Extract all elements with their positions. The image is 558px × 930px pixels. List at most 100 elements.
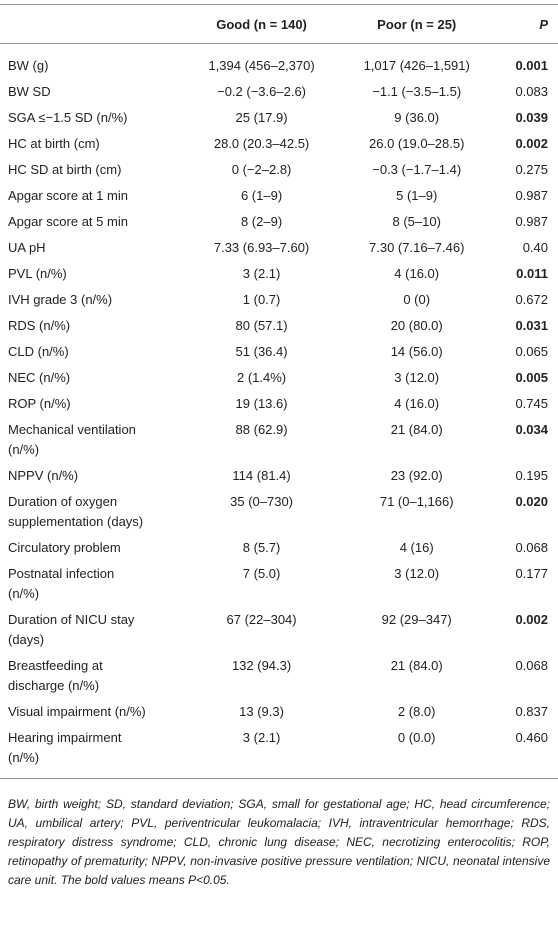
table-row: Postnatal infection (n/%) 7 (5.0) 3 (12.0)…	[0, 561, 558, 607]
p-cell: 0.195	[515, 468, 548, 483]
row-label: Circulatory problem	[8, 540, 121, 555]
good-cell: 28.0 (20.3–42.5)	[213, 136, 310, 151]
good-cell: 88 (62.9)	[235, 422, 288, 437]
p-cell: 0.987	[515, 214, 548, 229]
header-row: Good (n = 140) Poor (n = 25) P	[0, 4, 558, 44]
row-label: IVH grade 3 (n/%)	[8, 292, 113, 307]
poor-cell: 8 (5–10)	[392, 214, 441, 229]
header-cell: P	[494, 4, 558, 44]
row-label: HC SD at birth (cm)	[8, 162, 122, 177]
good-cell: 0 (−2–2.8)	[231, 162, 292, 177]
good-cell: 1 (0.7)	[242, 292, 281, 307]
p-cell: 0.011	[516, 266, 548, 281]
row-label: Apgar score at 1 min	[8, 188, 128, 203]
row-label: Breastfeeding at discharge (n/%)	[8, 658, 103, 693]
row-label: Hearing impairment (n/%)	[0, 725, 184, 779]
good-cell: 3 (2.1)	[242, 266, 281, 281]
header-cell: Poor (n = 25)	[339, 4, 495, 44]
row-label: Apgar score at 5 min	[8, 214, 128, 229]
row-label: Duration of NICU stay (days)	[8, 612, 135, 647]
p-cell: 0.40	[522, 240, 548, 255]
good-cell: 8 (2–9)	[240, 214, 283, 229]
table-row: NPPV (n/%) 114 (81.4) 23 (92.0) 0.195	[0, 463, 558, 489]
good-cell: 7 (5.0)	[242, 566, 281, 581]
row-label: ROP (n/%)	[8, 396, 71, 411]
table-row: Duration of NICU stay (days) 67 (22–304) 9…	[0, 607, 558, 653]
row-label: NEC (n/%)	[8, 370, 71, 385]
table-row: BW SD −0.2 (−3.6–2.6) −1.1 (−3.5–1.5) 0.083	[0, 79, 558, 105]
p-cell: 0.031	[515, 318, 548, 333]
table-row: ROP (n/%) 19 (13.6) 4 (16.0) 0.745	[0, 391, 558, 417]
table: Good (n = 140) Poor (n = 25) P BW (g) 1,394…	[0, 4, 558, 779]
table-row: Apgar score at 1 min 6 (1–9) 5 (1–9) 0.987	[0, 183, 558, 209]
row-label: BW (g)	[8, 58, 49, 73]
table-row: Duration of oxygen supplementation (days…	[0, 489, 558, 535]
poor-cell: 3 (12.0)	[394, 370, 440, 385]
p-cell: 0.005	[515, 370, 548, 385]
p-cell: 0.002	[515, 136, 548, 151]
table-row: HC SD at birth (cm) 0 (−2–2.8) −0.3 (−1.7–…	[0, 157, 558, 183]
p-cell: 0.177	[515, 566, 548, 581]
good-cell: 2 (1.4%)	[237, 370, 287, 385]
poor-cell: 0 (0)	[403, 292, 431, 307]
good-cell: 67 (22–304)	[226, 612, 297, 627]
row-label: PVL (n/%)	[8, 266, 67, 281]
good-cell: 3 (2.1)	[184, 725, 340, 779]
row-label: Postnatal infection (n/%)	[8, 566, 115, 601]
table-row: CLD (n/%) 51 (36.4) 14 (56.0) 0.065	[0, 339, 558, 365]
poor-cell: 14 (56.0)	[390, 344, 443, 359]
row-label: RDS (n/%)	[8, 318, 71, 333]
header-cell	[0, 4, 184, 44]
good-cell: 13 (9.3)	[239, 704, 284, 719]
poor-cell: 21 (84.0)	[390, 658, 443, 673]
good-cell: 114 (81.4)	[232, 468, 291, 483]
poor-cell: 21 (84.0)	[390, 422, 443, 437]
poor-cell: 1,017 (426–1,591)	[363, 58, 470, 73]
good-cell: −0.2 (−3.6–2.6)	[217, 84, 307, 99]
table-row: Apgar score at 5 min 8 (2–9) 8 (5–10) 0.987	[0, 209, 558, 235]
row-label: Duration of oxygen supplementation (days…	[8, 494, 144, 529]
poor-cell: 71 (0–1,166)	[379, 494, 454, 509]
table-row: Visual impairment (n/%) 13 (9.3) 2 (8.0) 0.…	[0, 699, 558, 725]
p-cell: 0.002	[515, 612, 548, 627]
row-label: SGA ≤−1.5 SD (n/%)	[8, 110, 128, 125]
p-cell: 0.987	[515, 188, 548, 203]
poor-cell: 9 (36.0)	[394, 110, 440, 125]
table-body: BW (g) 1,394 (456–2,370) 1,017 (426–1,591)…	[0, 44, 558, 779]
row-label: CLD (n/%)	[8, 344, 69, 359]
header-cell: Good (n = 140)	[184, 4, 340, 44]
poor-cell: 5 (1–9)	[396, 188, 438, 203]
table-row: BW (g) 1,394 (456–2,370) 1,017 (426–1,591)…	[0, 44, 558, 80]
p-cell: 0.745	[515, 396, 548, 411]
p-cell: 0.083	[515, 84, 548, 99]
row-label: Visual impairment (n/%)	[8, 704, 146, 719]
row-label: HC at birth (cm)	[8, 136, 100, 151]
table-row: RDS (n/%) 80 (57.1) 20 (80.0) 0.031	[0, 313, 558, 339]
table-row: HC at birth (cm) 28.0 (20.3–42.5) 26.0 (19…	[0, 131, 558, 157]
table-row: PVL (n/%) 3 (2.1) 4 (16.0) 0.011	[0, 261, 558, 287]
poor-cell: 7.30 (7.16–7.46)	[369, 240, 465, 255]
row-label: Mechanical ventilation (n/%)	[8, 422, 136, 457]
poor-cell: −1.1 (−3.5–1.5)	[372, 84, 462, 99]
p-cell: 0.001	[515, 58, 548, 73]
poor-cell: 26.0 (19.0–28.5)	[369, 136, 465, 151]
poor-cell: 0 (0.0)	[339, 725, 495, 779]
table-row: Breastfeeding at discharge (n/%) 132 (94.…	[0, 653, 558, 699]
row-label: BW SD	[8, 84, 51, 99]
table-row: IVH grade 3 (n/%) 1 (0.7) 0 (0) 0.672	[0, 287, 558, 313]
footnote: BW, birth weight; SD, standard deviation…	[8, 797, 550, 887]
row-label: NPPV (n/%)	[8, 468, 79, 483]
p-cell: 0.460	[494, 725, 558, 779]
p-cell: 0.034	[515, 422, 548, 437]
table-row: Hearing impairment (n/%) 3 (2.1) 0 (0.0) 0.…	[0, 725, 558, 779]
table-row: NEC (n/%) 2 (1.4%) 3 (12.0) 0.005	[0, 365, 558, 391]
poor-cell: 92 (29–347)	[381, 612, 452, 627]
good-cell: 80 (57.1)	[235, 318, 288, 333]
table-row: Mechanical ventilation (n/%) 88 (62.9) 21 …	[0, 417, 558, 463]
p-cell: 0.065	[515, 344, 548, 359]
poor-cell: 3 (12.0)	[394, 566, 440, 581]
poor-cell: −0.3 (−1.7–1.4)	[372, 162, 462, 177]
good-cell: 6 (1–9)	[240, 188, 283, 203]
poor-cell: 4 (16.0)	[394, 266, 440, 281]
poor-cell: 23 (92.0)	[390, 468, 443, 483]
